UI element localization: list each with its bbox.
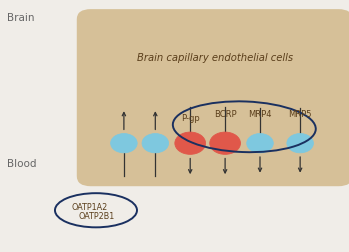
Circle shape [287,134,313,153]
Circle shape [111,134,137,153]
Text: MRP4: MRP4 [248,109,272,118]
Circle shape [175,133,206,155]
Text: P-gp: P-gp [181,113,200,122]
Circle shape [247,134,273,153]
Text: Brain capillary endothelial cells: Brain capillary endothelial cells [136,53,293,63]
Text: MRP5: MRP5 [288,109,312,118]
Text: OATP2B1: OATP2B1 [79,211,115,220]
Text: BCRP: BCRP [214,109,236,118]
Circle shape [210,133,240,155]
FancyBboxPatch shape [77,10,349,186]
Text: OATP1A2: OATP1A2 [72,202,108,211]
Text: Brain: Brain [7,13,35,23]
Text: Blood: Blood [7,159,37,169]
Circle shape [142,134,169,153]
